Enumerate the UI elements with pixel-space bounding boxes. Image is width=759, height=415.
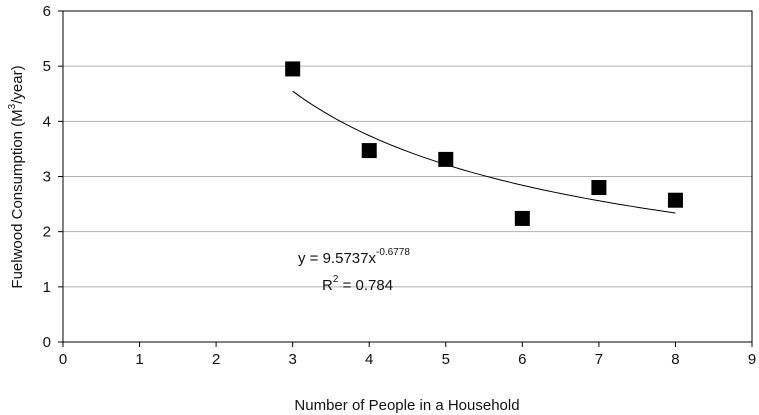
data-point-2 (361, 143, 377, 159)
x-axis-ticks: 0 1 2 3 4 5 6 7 8 9 (59, 342, 756, 368)
y-tick-label-6: 6 (43, 3, 51, 20)
x-tick-label-3: 3 (288, 351, 296, 368)
data-points (285, 61, 683, 226)
x-tick-label-0: 0 (59, 351, 67, 368)
y-axis-title: Fuelwood Consumption (M3/year) (7, 65, 26, 288)
x-axis-title: Number of People in a Household (294, 397, 519, 414)
x-tick-label-5: 5 (442, 351, 450, 368)
y-tick-label-5: 5 (43, 58, 51, 75)
y-axis-ticks: 0 1 2 3 4 5 6 (43, 3, 63, 351)
r-squared-label: R2 = 0.784 (322, 274, 393, 294)
y-tick-label-1: 1 (43, 279, 51, 296)
x-tick-label-6: 6 (518, 351, 526, 368)
y-tick-label-2: 2 (43, 224, 51, 241)
data-point-1 (285, 61, 301, 77)
data-point-3 (438, 151, 454, 167)
x-tick-label-9: 9 (748, 351, 756, 368)
x-tick-label-1: 1 (135, 351, 143, 368)
gridlines (63, 65, 752, 288)
x-tick-label-2: 2 (212, 351, 220, 368)
y-tick-label-4: 4 (43, 113, 51, 130)
x-tick-label-7: 7 (595, 351, 603, 368)
y-tick-label-0: 0 (43, 334, 51, 351)
x-tick-label-4: 4 (365, 351, 373, 368)
data-point-4 (514, 210, 530, 226)
power-trendline (292, 90, 676, 214)
data-point-6 (667, 192, 683, 208)
y-tick-label-3: 3 (43, 169, 51, 186)
data-point-5 (591, 180, 607, 196)
trendline-equation: y = 9.5737x-0.6778 (298, 247, 410, 267)
x-tick-label-8: 8 (671, 351, 679, 368)
